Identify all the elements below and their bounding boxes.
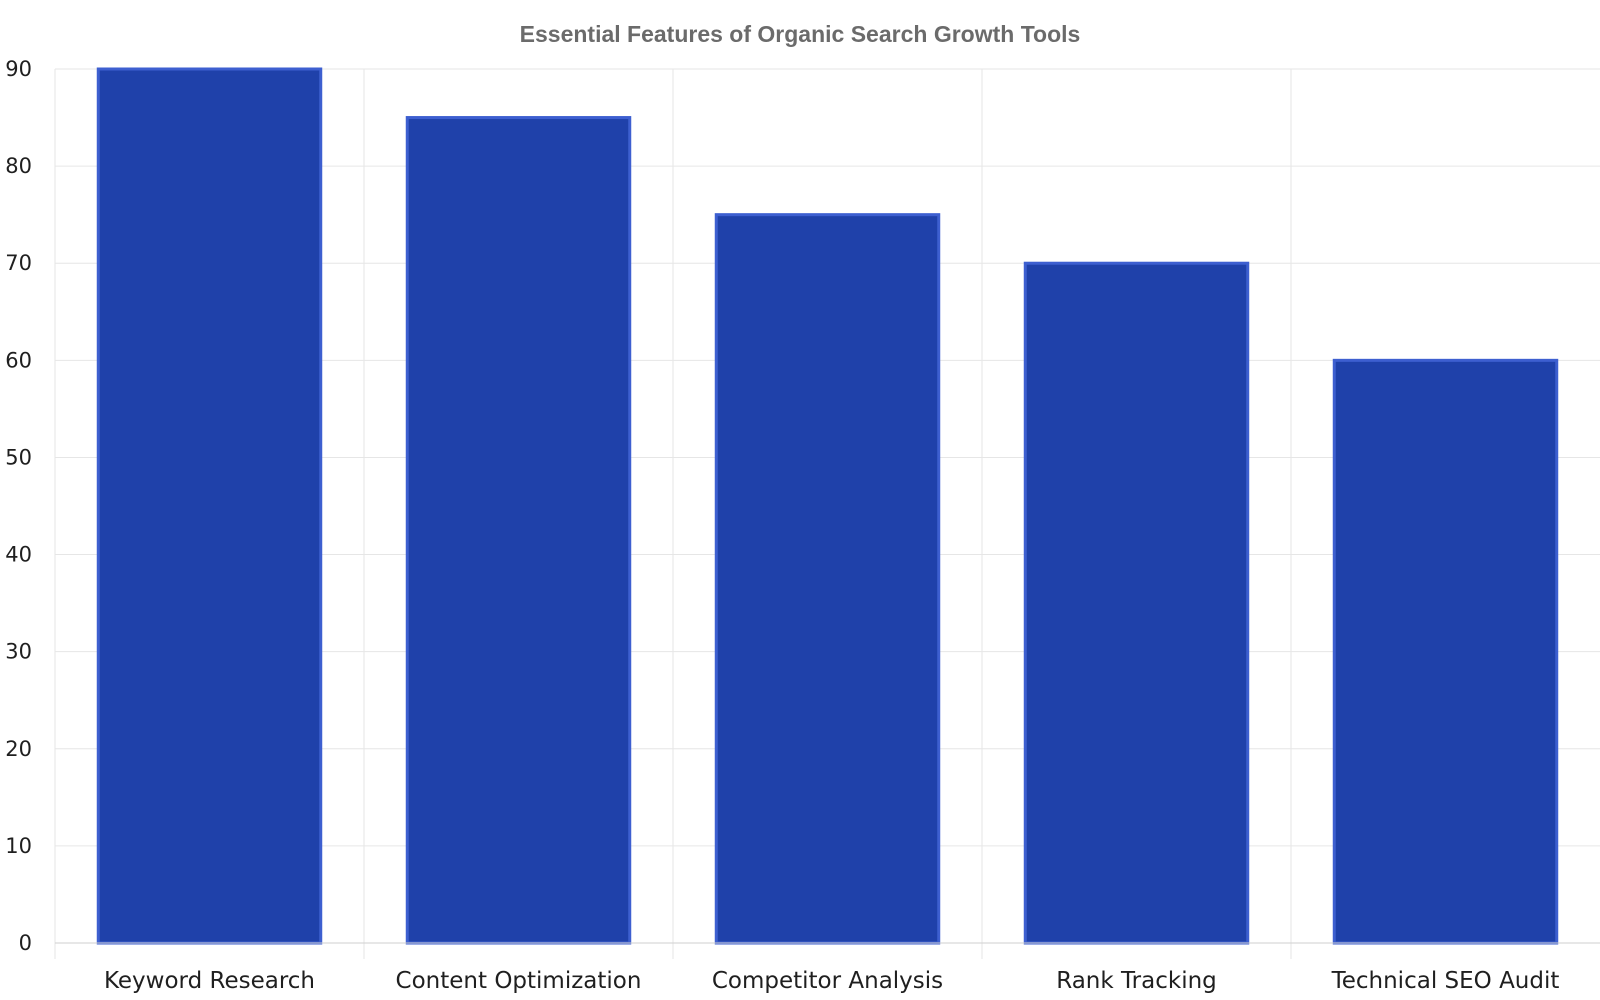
- bar: [405, 116, 632, 945]
- y-tick-label: 50: [5, 445, 32, 469]
- y-tick-label: 80: [5, 154, 32, 178]
- x-tick-label: Rank Tracking: [1056, 968, 1217, 994]
- bars: [96, 67, 1559, 945]
- y-axis: 0 10 20 30 40 50 60 70 80 90: [5, 57, 32, 955]
- y-tick-label: 30: [5, 640, 32, 664]
- bar: [1332, 358, 1559, 945]
- bar: [1023, 261, 1250, 945]
- x-tick-label: Keyword Research: [104, 968, 315, 994]
- x-tick-label: Technical SEO Audit: [1331, 968, 1560, 994]
- y-tick-label: 0: [19, 931, 32, 955]
- y-tick-label: 70: [5, 251, 32, 275]
- y-tick-label: 90: [5, 57, 32, 81]
- x-axis: Keyword Research Content Optimization Comp…: [55, 942, 1600, 994]
- bar: [96, 67, 323, 945]
- x-tick-label: Content Optimization: [396, 968, 642, 994]
- y-tick-label: 10: [5, 834, 32, 858]
- y-tick-label: 20: [5, 737, 32, 761]
- chart-title: Essential Features of Organic Search Gro…: [520, 21, 1081, 47]
- bar: [714, 213, 941, 945]
- y-tick-label: 60: [5, 348, 32, 372]
- y-tick-label: 40: [5, 543, 32, 567]
- x-tick-label: Competitor Analysis: [712, 968, 943, 994]
